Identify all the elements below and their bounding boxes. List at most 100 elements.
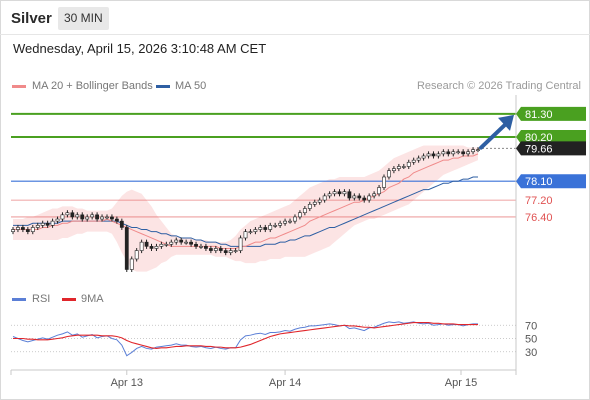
- candle-body: [298, 212, 302, 218]
- candle-body: [40, 222, 45, 226]
- candle-body: [431, 153, 436, 157]
- candle-body: [35, 225, 40, 228]
- candle-body: [129, 258, 134, 270]
- candle-body: [332, 191, 337, 195]
- candle-body: [476, 149, 480, 151]
- candle-body: [208, 248, 213, 251]
- candle-body: [20, 227, 25, 230]
- timeframe-badge[interactable]: 30 MIN: [58, 7, 109, 30]
- candle-body: [406, 161, 411, 167]
- candle-body: [30, 227, 35, 232]
- candle-body: [16, 227, 20, 230]
- candle-body: [273, 225, 278, 227]
- candle-body: [312, 201, 317, 205]
- candle-body: [372, 193, 377, 197]
- candle-body: [248, 231, 253, 233]
- candle-body: [401, 166, 406, 168]
- candle-body: [213, 248, 218, 251]
- candle-body: [114, 218, 119, 222]
- candle-body: [411, 159, 416, 163]
- rsi-tick-30: 30: [525, 347, 537, 359]
- candle-body: [100, 216, 104, 220]
- candle-body: [223, 250, 228, 253]
- candle-body: [228, 250, 233, 253]
- support-label-77.20: 77.20: [525, 195, 553, 207]
- candle-body: [466, 151, 471, 155]
- instrument-name: Silver: [11, 10, 52, 27]
- candle-body: [342, 191, 347, 195]
- ma20-line: [13, 153, 479, 249]
- ma50-legend-swatch: [156, 85, 170, 88]
- forecast-arrow-shaft: [479, 119, 510, 150]
- rsi-legend-swatch: [12, 298, 26, 301]
- candle-body: [159, 243, 164, 247]
- candle-body: [278, 222, 283, 226]
- level-tag-text-78.10: 78.10: [525, 176, 553, 188]
- candle-body: [362, 197, 367, 201]
- candle-body: [416, 157, 421, 161]
- candle-body: [302, 208, 307, 214]
- candle-body: [144, 241, 149, 247]
- header-divider: [0, 34, 590, 35]
- candle-body: [119, 220, 124, 228]
- candle-body: [179, 239, 184, 243]
- candle-body: [134, 250, 139, 260]
- candle-body: [322, 195, 327, 201]
- candle-body: [327, 193, 332, 197]
- candle-body: [169, 241, 174, 245]
- candle-body: [283, 220, 287, 224]
- candle-body: [357, 195, 362, 199]
- candle-body: [105, 216, 109, 219]
- level-tag-text-81.30: 81.30: [525, 109, 553, 121]
- source-credit: Research © 2026 Trading Central: [416, 80, 581, 92]
- support-label-76.40: 76.40: [525, 212, 553, 224]
- candle-body: [199, 246, 203, 248]
- candle-body: [471, 149, 475, 153]
- rsi-tick-50: 50: [525, 334, 537, 346]
- candle-body: [238, 237, 243, 251]
- ma20-legend-label: MA 20 + Bollinger Bands: [32, 80, 153, 92]
- candle-body: [258, 227, 263, 230]
- candle-body: [75, 214, 80, 218]
- x-tick-label: Apr 15: [445, 377, 477, 389]
- candle-body: [426, 153, 431, 157]
- candle-body: [367, 195, 372, 201]
- candle-body: [189, 241, 193, 245]
- candle-body: [25, 229, 30, 232]
- level-tag-78.10: [516, 174, 586, 189]
- candle-body: [233, 250, 238, 252]
- ma9-legend-swatch: [62, 298, 76, 301]
- candle-body: [164, 243, 169, 246]
- candle-body: [446, 151, 451, 155]
- candle-body: [451, 151, 456, 155]
- level-tag-79.66: [516, 141, 586, 156]
- rsi-tick-70: 70: [525, 320, 537, 332]
- header-bar: Silver 30 MIN: [0, 0, 590, 36]
- candle-body: [392, 168, 396, 171]
- candle-body: [218, 248, 223, 251]
- level-tag-text-79.66: 79.66: [525, 143, 553, 155]
- candle-body: [288, 220, 292, 223]
- candle-body: [85, 216, 90, 220]
- candle-body: [307, 204, 312, 209]
- candle-body: [139, 241, 144, 251]
- candle-body: [317, 199, 322, 203]
- x-tick-label: Apr 14: [269, 377, 301, 389]
- candle-body: [55, 218, 60, 222]
- candle-body: [11, 229, 15, 232]
- candle-body: [90, 214, 95, 218]
- candle-body: [124, 227, 129, 270]
- candle-body: [174, 239, 179, 243]
- candle-body: [45, 222, 50, 226]
- candle-body: [293, 216, 297, 222]
- candle-body: [377, 187, 381, 195]
- candle-body: [95, 214, 99, 220]
- ma9-legend-label: 9MA: [81, 293, 104, 305]
- candle-body: [268, 225, 273, 230]
- candle-body: [184, 241, 189, 244]
- candle-body: [263, 227, 268, 230]
- bollinger-band-area: [13, 145, 478, 272]
- candle-body: [50, 220, 55, 226]
